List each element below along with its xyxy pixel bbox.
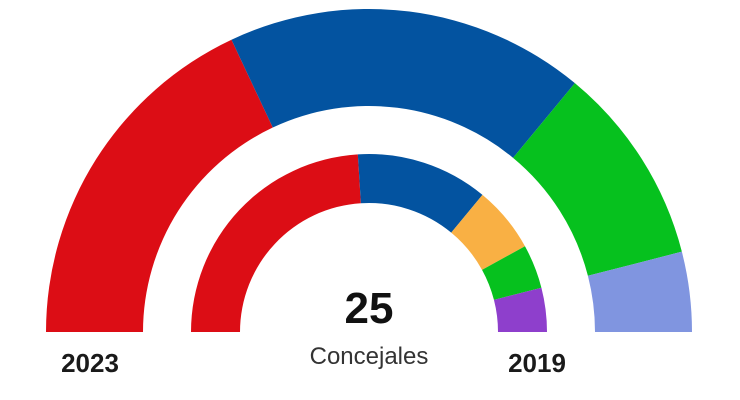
total-seats-value: 25	[345, 284, 394, 333]
year-label-2019: 2019	[508, 348, 566, 378]
year-label-2023: 2023	[61, 348, 119, 378]
ring-2023-segment-3	[513, 83, 682, 276]
ring-2019-segment-5	[493, 287, 547, 332]
ring-2023-segment-1	[46, 39, 273, 332]
ring-2019-segment-1	[190, 154, 361, 332]
ring-2023-segment-4	[587, 251, 692, 332]
ring-2023-segment-2	[231, 8, 575, 158]
ring-2019-segment-2	[357, 154, 483, 233]
ring-2023	[46, 8, 692, 332]
ring-2019-segment-4	[482, 246, 542, 300]
ring-2019	[190, 154, 547, 332]
ring-2019-segment-3	[451, 194, 525, 270]
total-seats-label: Concejales	[310, 343, 429, 370]
